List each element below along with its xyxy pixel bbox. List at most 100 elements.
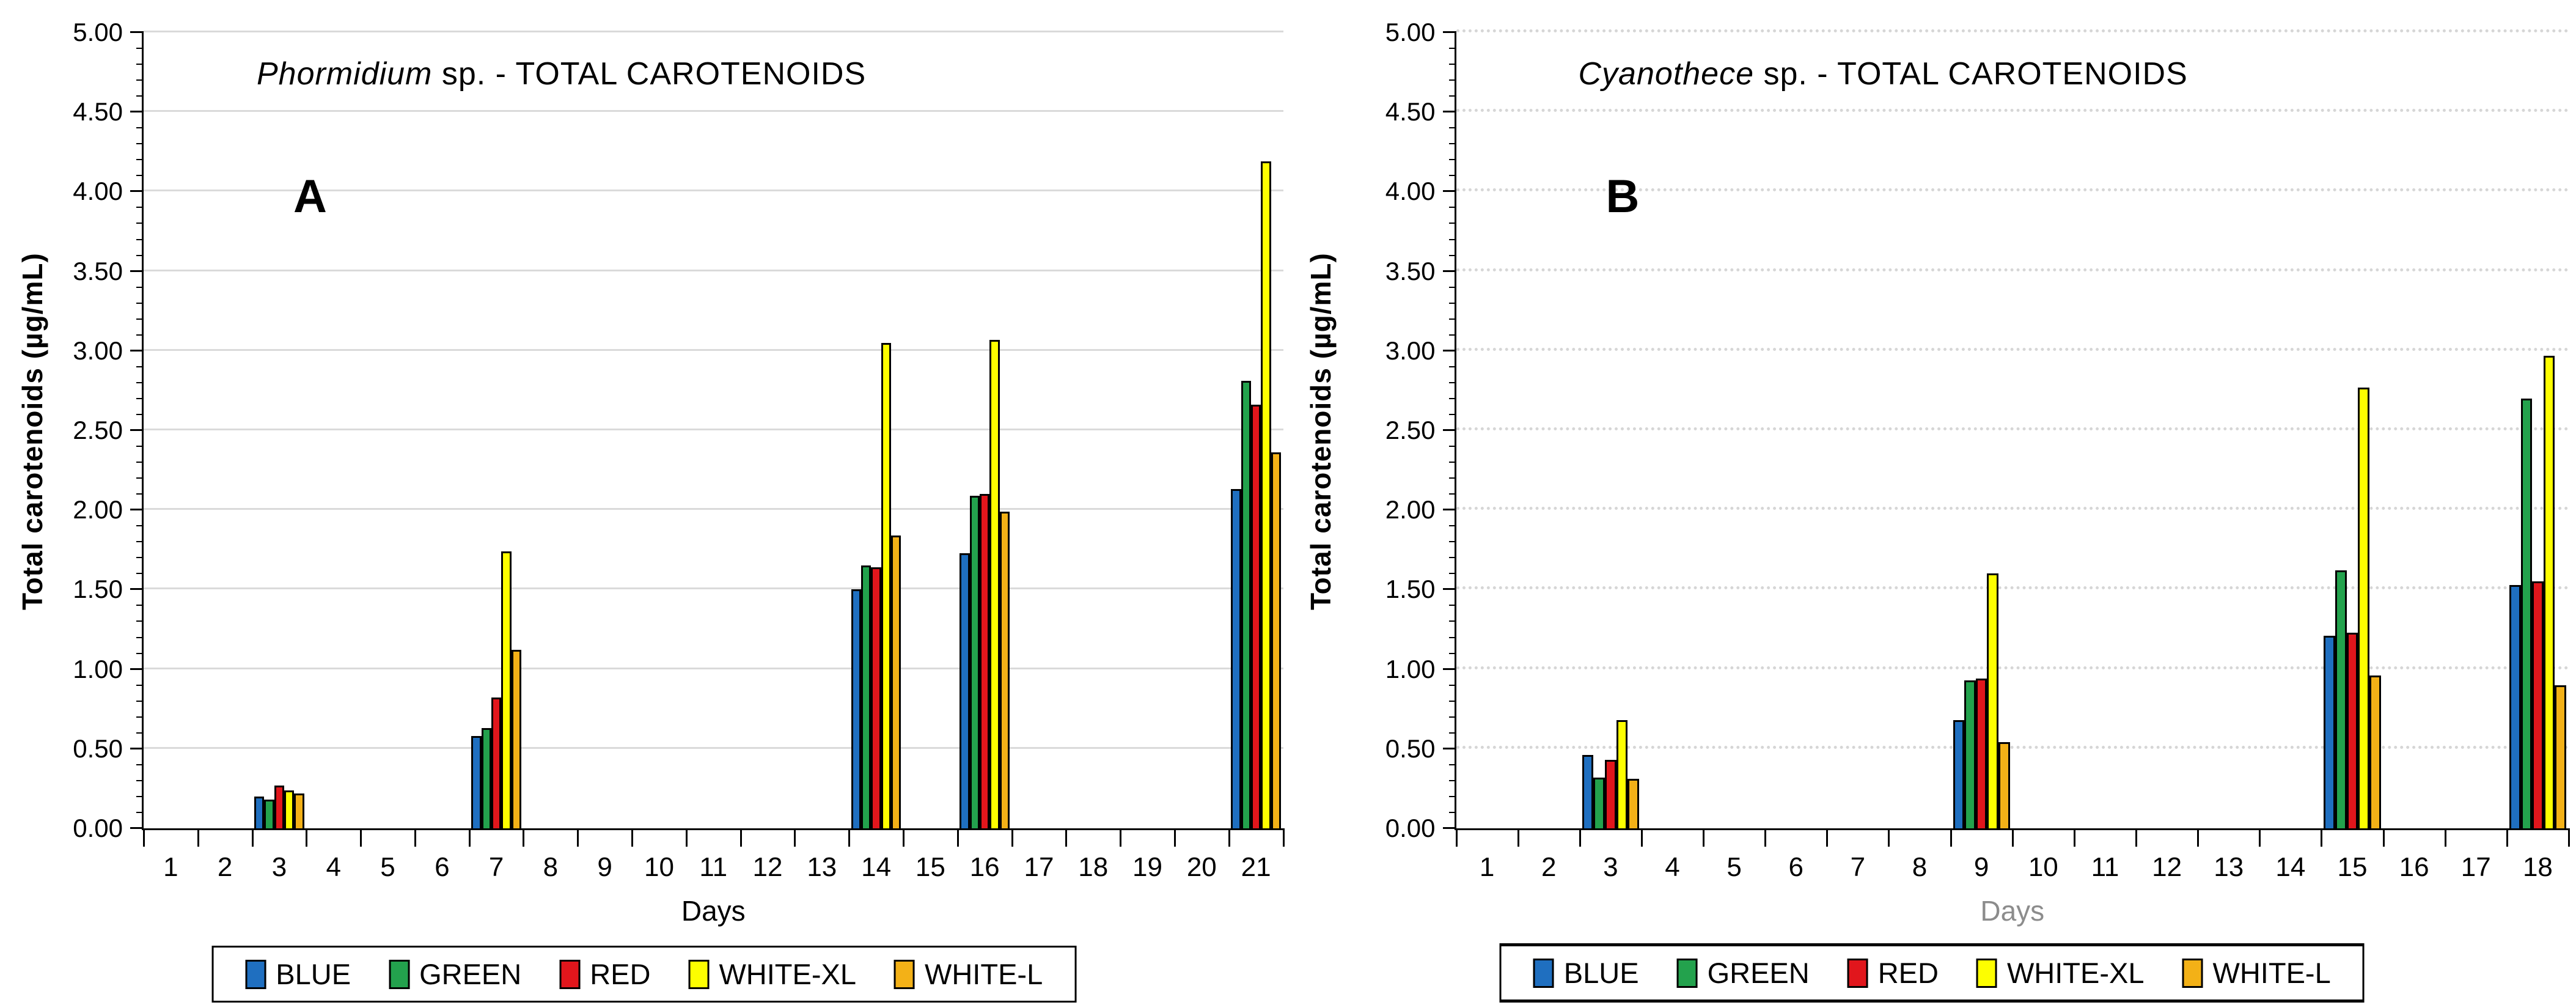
gridline [144, 587, 1283, 590]
y-minor-tick [1448, 143, 1456, 145]
x-tick-label: 16 [2399, 852, 2429, 882]
bar-white-xl-day21 [1261, 161, 1271, 828]
y-minor-tick [1448, 605, 1456, 606]
gridline [144, 269, 1283, 271]
y-minor-tick [136, 446, 144, 447]
y-minor-tick [136, 620, 144, 622]
x-tick [1888, 828, 1890, 847]
y-major-tick [1442, 349, 1456, 352]
y-minor-tick [1448, 48, 1456, 50]
y-minor-tick [136, 795, 144, 797]
legend-swatch-red-icon [1847, 958, 1868, 988]
x-tick [1282, 828, 1285, 847]
y-minor-tick [136, 557, 144, 559]
legend-label: BLUE [276, 958, 351, 990]
y-minor-tick [136, 366, 144, 367]
x-tick [1011, 828, 1013, 847]
y-minor-tick [1448, 446, 1456, 447]
x-tick [1764, 828, 1767, 847]
y-tick-label: 5.00 [1385, 18, 1436, 46]
legend-swatch-blue-icon [245, 959, 266, 989]
gridline [144, 348, 1283, 351]
y-minor-tick [1448, 652, 1456, 654]
bar-white-l-day18 [2555, 685, 2566, 828]
y-minor-tick [136, 159, 144, 161]
y-tick-label: 2.50 [73, 416, 123, 444]
x-tick-label: 8 [1912, 852, 1928, 882]
legend-entry-green: GREEN [1676, 956, 1810, 990]
y-major-tick [1442, 509, 1456, 511]
x-tick-label: 13 [807, 852, 837, 882]
bar-green-day7 [481, 727, 491, 828]
y-tick-label: 3.00 [1385, 336, 1436, 365]
bar-blue-day14 [851, 589, 862, 828]
y-minor-tick [136, 462, 144, 463]
x-tick [577, 828, 579, 847]
bar-red-day15 [2346, 632, 2358, 828]
y-major-tick [130, 111, 144, 113]
x-tick [685, 828, 688, 847]
x-tick [2382, 828, 2385, 847]
legend-entry-blue: BLUE [1533, 956, 1639, 990]
chart-panel-a: Total carotenoids (µg/mL) Phormidium sp.… [17, 20, 1285, 1003]
bar-white-l-day3 [294, 793, 304, 828]
legend-entry-white-xl: WHITE-XL [688, 957, 856, 991]
gridline [1456, 666, 2569, 669]
y-minor-tick [1448, 700, 1456, 702]
x-tick [306, 828, 308, 847]
x-tick-label: 12 [2152, 852, 2182, 882]
y-minor-tick [136, 286, 144, 288]
legend-label: RED [590, 958, 651, 990]
y-minor-tick [1448, 493, 1456, 495]
legend-label: WHITE-L [925, 958, 1043, 990]
y-minor-tick [136, 700, 144, 702]
x-tick [414, 828, 416, 847]
y-minor-tick [1448, 334, 1456, 336]
y-tick-label: 1.00 [1385, 654, 1436, 683]
bar-red-day3 [274, 785, 285, 828]
x-tick-label: 15 [2337, 852, 2368, 882]
legend-swatch-red-icon [559, 959, 581, 989]
y-minor-tick [1448, 573, 1456, 575]
x-tick [848, 828, 851, 847]
gridline [144, 667, 1283, 669]
y-tick-label: 0.50 [73, 734, 123, 763]
bar-red-day9 [1975, 679, 1987, 828]
x-tick [523, 828, 525, 847]
y-tick-label: 2.50 [1385, 416, 1436, 444]
y-minor-tick [136, 318, 144, 320]
bar-green-day18 [2520, 398, 2533, 828]
legend-label: BLUE [1563, 957, 1639, 989]
x-tick-label: 8 [543, 852, 559, 882]
gridline [1456, 29, 2569, 32]
y-minor-tick [136, 79, 144, 81]
gridline [144, 746, 1283, 749]
y-minor-tick [136, 477, 144, 479]
gridline [1456, 507, 2569, 510]
y-minor-tick [1448, 795, 1456, 797]
x-tick-label: 3 [271, 852, 287, 882]
bar-white-l-day15 [2369, 676, 2381, 828]
legend-swatch-green-icon [1676, 958, 1698, 988]
y-tick-label: 4.00 [73, 177, 123, 206]
x-tick [1579, 828, 1581, 847]
x-tick [1640, 828, 1643, 847]
x-tick [251, 828, 254, 847]
x-tick [1173, 828, 1176, 847]
bar-white-xl-day3 [284, 790, 295, 828]
x-tick-label: 11 [699, 852, 728, 882]
x-axis-title: Days [1980, 895, 2045, 927]
y-tick-label: 2.00 [73, 495, 123, 525]
y-minor-tick [1448, 525, 1456, 527]
bar-green-day3 [1593, 777, 1605, 828]
legend-a: BLUE GREEN RED WHITE-XL WHITE-L [211, 946, 1077, 1003]
y-minor-tick [1448, 381, 1456, 383]
gridline [1456, 347, 2569, 351]
x-tick [197, 828, 199, 847]
y-major-tick [130, 429, 144, 431]
y-minor-tick [1448, 318, 1456, 320]
y-tick-label: 3.50 [73, 256, 123, 285]
bar-white-l-day21 [1271, 452, 1281, 828]
legend-entry-green: GREEN [389, 957, 521, 991]
y-minor-tick [136, 223, 144, 224]
